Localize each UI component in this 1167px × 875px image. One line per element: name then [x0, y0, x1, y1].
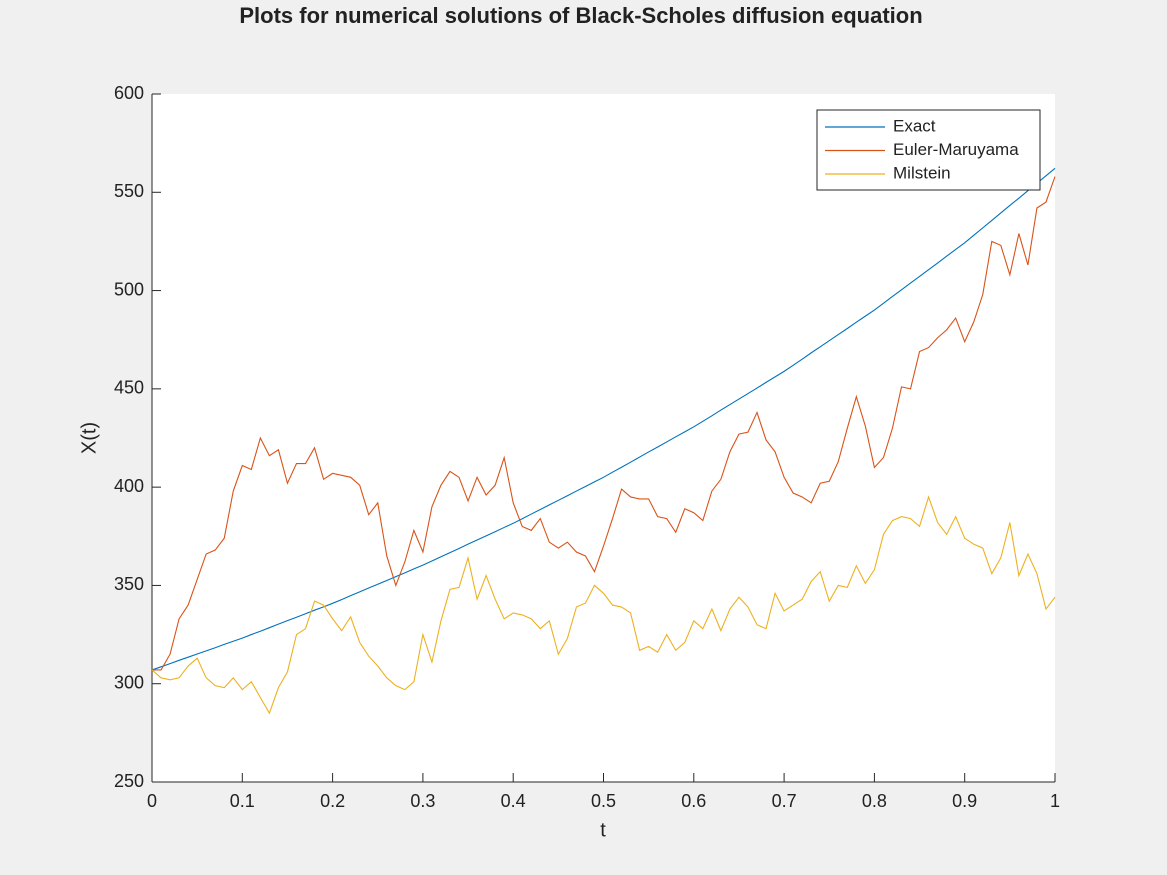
- x-tick-label: 0.4: [501, 791, 526, 811]
- chart-title: Plots for numerical solutions of Black-S…: [239, 3, 922, 28]
- legend: Exact Euler-Maruyama Milstein: [816, 109, 1041, 191]
- legend-label: Milstein: [893, 163, 951, 182]
- x-tick-label: 0.3: [410, 791, 435, 811]
- y-tick-label: 300: [114, 672, 144, 692]
- series-line: [151, 495, 1056, 715]
- x-tick-label: 0.1: [230, 791, 255, 811]
- y-tick-label: 600: [114, 83, 144, 103]
- x-tick-label: 0.5: [591, 791, 616, 811]
- plot-area: [152, 94, 1055, 782]
- y-tick-label: 450: [114, 378, 144, 398]
- x-tick-label: 0.2: [320, 791, 345, 811]
- x-tick-label: 0.8: [862, 791, 887, 811]
- series-line: [151, 167, 1056, 671]
- x-tick-label: 0.6: [681, 791, 706, 811]
- x-axis-label: t: [600, 819, 606, 841]
- y-tick-label: 350: [114, 574, 144, 594]
- legend-label: Euler-Maruyama: [893, 140, 1019, 159]
- x-tick-label: 0.7: [772, 791, 797, 811]
- y-tick-label: 550: [114, 181, 144, 201]
- x-tick-label: 0.9: [952, 791, 977, 811]
- y-tick-label: 250: [114, 771, 144, 791]
- x-tick-label: 0: [147, 791, 157, 811]
- x-tick-label: 1: [1050, 791, 1060, 811]
- y-tick-label: 400: [114, 476, 144, 496]
- y-tick-label: 500: [114, 279, 144, 299]
- y-axis-label: X(t): [78, 422, 100, 454]
- legend-label: Exact: [893, 116, 936, 135]
- series-line: [152, 176, 1056, 671]
